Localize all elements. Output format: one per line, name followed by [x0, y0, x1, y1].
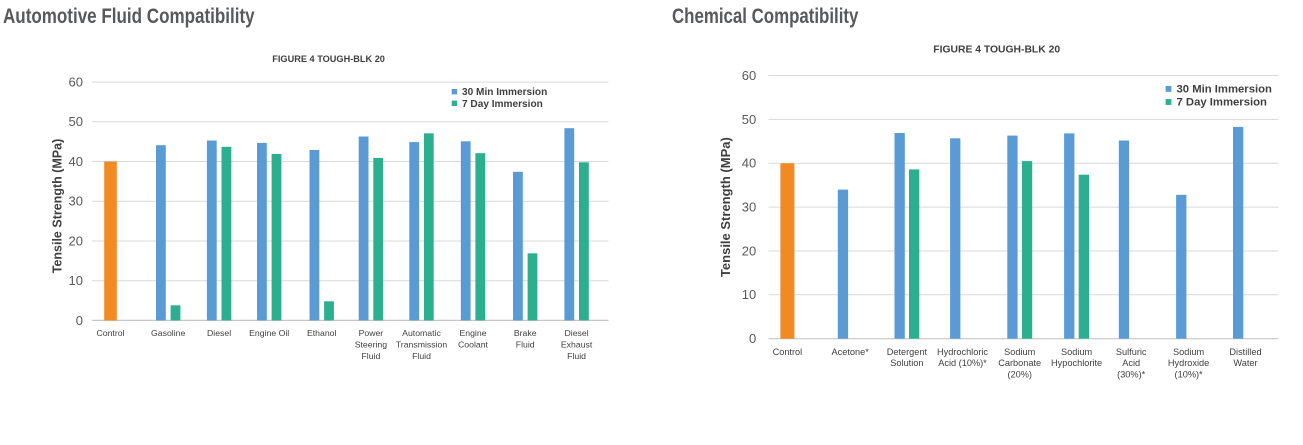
- svg-text:60: 60: [69, 75, 83, 90]
- svg-text:Solution: Solution: [890, 358, 923, 368]
- svg-text:Water: Water: [1233, 358, 1257, 368]
- svg-text:Power: Power: [359, 328, 384, 338]
- svg-text:Diesel: Diesel: [207, 328, 231, 338]
- svg-text:Steering: Steering: [355, 340, 388, 350]
- svg-text:Tensile Strength (MPa): Tensile Strength (MPa): [718, 137, 733, 277]
- svg-text:Acid (10%)*: Acid (10%)*: [938, 358, 987, 368]
- svg-text:7 Day Immersion: 7 Day Immersion: [462, 99, 543, 110]
- svg-text:Fluid: Fluid: [567, 351, 586, 361]
- svg-text:20: 20: [69, 233, 83, 248]
- svg-text:Exhaust: Exhaust: [561, 340, 593, 350]
- svg-text:Detergent: Detergent: [887, 347, 928, 357]
- svg-text:FIGURE 4 TOUGH-BLK 20: FIGURE 4 TOUGH-BLK 20: [272, 54, 385, 64]
- svg-text:0: 0: [76, 313, 83, 328]
- svg-text:Transmission: Transmission: [396, 340, 447, 350]
- svg-text:Control: Control: [773, 347, 803, 357]
- svg-text:Coolant: Coolant: [458, 340, 489, 350]
- svg-text:Hypochlorite: Hypochlorite: [1051, 358, 1102, 368]
- svg-text:Engine Oil: Engine Oil: [249, 328, 289, 338]
- svg-text:(10%)*: (10%)*: [1175, 370, 1204, 380]
- svg-text:Automatic: Automatic: [402, 328, 441, 338]
- svg-text:Diesel: Diesel: [565, 328, 589, 338]
- svg-text:Engine: Engine: [459, 328, 486, 338]
- svg-text:60: 60: [742, 68, 756, 83]
- svg-text:Fluid: Fluid: [361, 351, 380, 361]
- svg-text:20: 20: [742, 243, 756, 258]
- svg-text:7 Day Immersion: 7 Day Immersion: [1177, 97, 1268, 109]
- svg-text:Distilled: Distilled: [1229, 347, 1261, 357]
- svg-text:Hydroxide: Hydroxide: [1168, 358, 1209, 368]
- svg-text:30: 30: [69, 194, 83, 209]
- svg-text:Control: Control: [96, 328, 124, 338]
- svg-text:Sulfuric: Sulfuric: [1116, 347, 1147, 357]
- svg-text:Acetone*: Acetone*: [832, 347, 870, 357]
- svg-text:50: 50: [69, 114, 83, 129]
- svg-text:10: 10: [69, 273, 83, 288]
- svg-text:Hydrochloric: Hydrochloric: [937, 347, 988, 357]
- svg-text:30 Min Immersion: 30 Min Immersion: [1177, 83, 1273, 95]
- svg-text:50: 50: [742, 112, 756, 127]
- svg-text:(30%)*: (30%)*: [1117, 370, 1146, 380]
- svg-text:Gasoline: Gasoline: [151, 328, 185, 338]
- svg-text:40: 40: [742, 156, 756, 171]
- svg-text:10: 10: [742, 287, 756, 302]
- svg-text:30: 30: [742, 200, 756, 215]
- svg-text:Acid: Acid: [1122, 358, 1140, 368]
- svg-text:Sodium: Sodium: [1173, 347, 1204, 357]
- svg-text:30 Min Immersion: 30 Min Immersion: [462, 87, 547, 98]
- svg-text:Tensile Strength (MPa): Tensile Strength (MPa): [51, 139, 65, 274]
- svg-text:40: 40: [69, 154, 83, 169]
- svg-text:Fluid: Fluid: [412, 351, 431, 361]
- svg-text:Brake: Brake: [514, 328, 537, 338]
- svg-text:Sodium: Sodium: [1061, 347, 1092, 357]
- svg-text:Carbonate: Carbonate: [998, 358, 1041, 368]
- svg-text:FIGURE 4 TOUGH-BLK 20: FIGURE 4 TOUGH-BLK 20: [933, 45, 1060, 56]
- svg-text:0: 0: [749, 331, 756, 346]
- svg-text:(20%): (20%): [1007, 370, 1032, 380]
- svg-text:Sodium: Sodium: [1004, 347, 1035, 357]
- svg-text:Ethanol: Ethanol: [307, 328, 337, 338]
- svg-text:Fluid: Fluid: [516, 340, 535, 350]
